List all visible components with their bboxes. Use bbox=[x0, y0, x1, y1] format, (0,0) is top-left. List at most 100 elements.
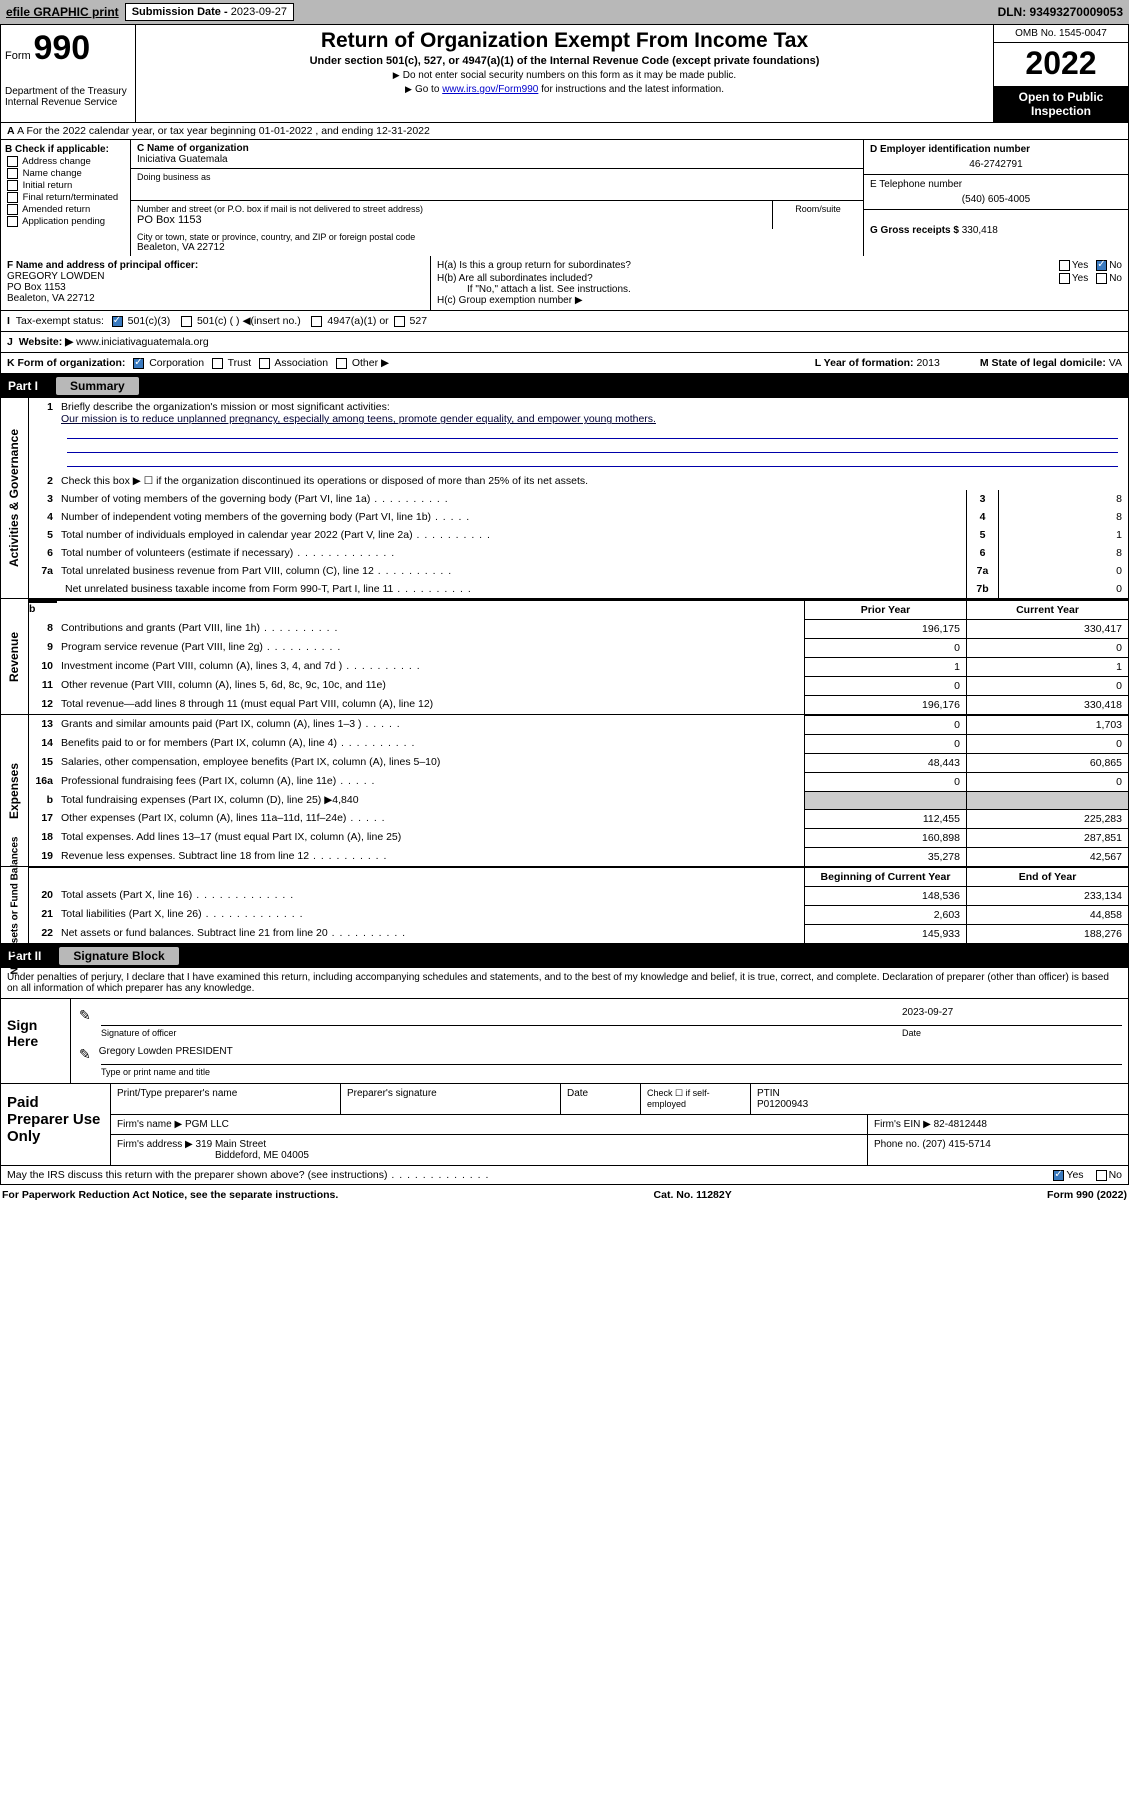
line19-curr: 42,567 bbox=[966, 847, 1128, 866]
line21: Total liabilities (Part X, line 26) bbox=[57, 905, 804, 924]
sign-here-label: Sign Here bbox=[1, 999, 71, 1083]
h-b-no[interactable]: No bbox=[1094, 273, 1122, 284]
irs-label: Internal Revenue Service bbox=[5, 97, 131, 108]
chk-corp[interactable]: Corporation bbox=[131, 357, 204, 369]
dba-label: Doing business as bbox=[137, 172, 857, 182]
org-name-label: C Name of organization bbox=[137, 143, 857, 154]
line2: Check this box ▶ ☐ if the organization d… bbox=[57, 472, 1128, 490]
officer-label: F Name and address of principal officer: bbox=[7, 260, 198, 271]
h-a-label: H(a) Is this a group return for subordin… bbox=[437, 260, 1057, 271]
line7a-val: 0 bbox=[998, 562, 1128, 580]
section-f-h: F Name and address of principal officer:… bbox=[0, 256, 1129, 311]
firm-name-label: Firm's name ▶ bbox=[117, 1119, 182, 1130]
line7a: Total unrelated business revenue from Pa… bbox=[57, 562, 966, 580]
line8: Contributions and grants (Part VIII, lin… bbox=[57, 619, 804, 638]
line9-prior: 0 bbox=[804, 638, 966, 657]
line18-curr: 287,851 bbox=[966, 828, 1128, 847]
declaration-text: Under penalties of perjury, I declare th… bbox=[0, 968, 1129, 999]
discuss-yes[interactable]: Yes bbox=[1051, 1169, 1083, 1181]
line15-curr: 60,865 bbox=[966, 753, 1128, 772]
chk-4947[interactable]: 4947(a)(1) or bbox=[309, 315, 388, 327]
line12-prior: 196,176 bbox=[804, 695, 966, 714]
tel-label: E Telephone number bbox=[870, 179, 1122, 190]
tel-value: (540) 605-4005 bbox=[870, 194, 1122, 205]
bottom-line: For Paperwork Reduction Act Notice, see … bbox=[0, 1185, 1129, 1205]
discuss-no[interactable]: No bbox=[1094, 1169, 1122, 1181]
chk-name-change[interactable]: Name change bbox=[5, 168, 126, 179]
line16a-curr: 0 bbox=[966, 772, 1128, 791]
chk-initial-return[interactable]: Initial return bbox=[5, 180, 126, 191]
form-number: 990 bbox=[33, 29, 90, 67]
officer-addr1: PO Box 1153 bbox=[7, 282, 66, 293]
line18-prior: 160,898 bbox=[804, 828, 966, 847]
hint-ssn: Do not enter social security numbers on … bbox=[140, 70, 989, 81]
prep-sig-hdr: Preparer's signature bbox=[341, 1084, 561, 1114]
pra-notice: For Paperwork Reduction Act Notice, see … bbox=[2, 1189, 338, 1201]
line13-prior: 0 bbox=[804, 715, 966, 734]
net-assets-group: Net Assets or Fund Balances Beginning of… bbox=[0, 867, 1129, 944]
irs-link[interactable]: www.irs.gov/Form990 bbox=[442, 84, 538, 95]
gross-label: G Gross receipts $ bbox=[870, 225, 959, 236]
h-a-no[interactable]: No bbox=[1094, 260, 1122, 271]
line17: Other expenses (Part IX, column (A), lin… bbox=[57, 809, 804, 828]
line21-prior: 2,603 bbox=[804, 905, 966, 924]
paid-preparer-label: Paid Preparer Use Only bbox=[1, 1084, 111, 1165]
line5-val: 1 bbox=[998, 526, 1128, 544]
form-title: Return of Organization Exempt From Incom… bbox=[140, 29, 989, 53]
pen-icon: ✎ bbox=[79, 1007, 91, 1024]
side-label-exp: Expenses bbox=[8, 763, 22, 819]
chk-final-return[interactable]: Final return/terminated bbox=[5, 192, 126, 203]
mission-text: Our mission is to reduce unplanned pregn… bbox=[61, 413, 656, 425]
prep-name-hdr: Print/Type preparer's name bbox=[111, 1084, 341, 1114]
chk-trust[interactable]: Trust bbox=[210, 357, 251, 369]
col-b-checkboxes: B Check if applicable: Address change Na… bbox=[1, 140, 131, 256]
firm-name: PGM LLC bbox=[185, 1119, 229, 1130]
chk-assoc[interactable]: Association bbox=[257, 357, 328, 369]
h-b-yes[interactable]: Yes bbox=[1057, 273, 1088, 284]
chk-501c[interactable]: 501(c) ( ) ◀(insert no.) bbox=[179, 315, 301, 327]
line22-prior: 145,933 bbox=[804, 924, 966, 943]
line17-curr: 225,283 bbox=[966, 809, 1128, 828]
gross-value: 330,418 bbox=[962, 225, 998, 236]
form-header: Form 990 Department of the Treasury Inte… bbox=[0, 24, 1129, 123]
chk-527[interactable]: 527 bbox=[392, 315, 427, 327]
discuss-row: May the IRS discuss this return with the… bbox=[0, 1166, 1129, 1185]
top-bar: efile GRAPHIC print Submission Date - 20… bbox=[0, 0, 1129, 24]
line3-val: 8 bbox=[998, 490, 1128, 508]
h-a-yes[interactable]: Yes bbox=[1057, 260, 1088, 271]
chk-501c3[interactable]: 501(c)(3) bbox=[110, 315, 171, 327]
form-ref: Form 990 (2022) bbox=[1047, 1189, 1127, 1201]
sig-officer-label: Signature of officer bbox=[101, 1028, 902, 1038]
line4-val: 8 bbox=[998, 508, 1128, 526]
line10: Investment income (Part VIII, column (A)… bbox=[57, 657, 804, 676]
beg-year-hdr: Beginning of Current Year bbox=[804, 868, 966, 886]
chk-app-pending[interactable]: Application pending bbox=[5, 216, 126, 227]
line3: Number of voting members of the governin… bbox=[57, 490, 966, 508]
line19: Revenue less expenses. Subtract line 18 … bbox=[57, 847, 804, 866]
line12-curr: 330,418 bbox=[966, 695, 1128, 714]
line16b: Total fundraising expenses (Part IX, col… bbox=[57, 791, 804, 809]
dept-treasury: Department of the Treasury bbox=[5, 86, 131, 97]
pen-icon-2: ✎ bbox=[79, 1046, 91, 1063]
line9-curr: 0 bbox=[966, 638, 1128, 657]
line12: Total revenue—add lines 8 through 11 (mu… bbox=[57, 695, 804, 714]
activities-governance-group: Activities & Governance 1 Briefly descri… bbox=[0, 398, 1129, 599]
entity-block: B Check if applicable: Address change Na… bbox=[0, 140, 1129, 256]
efile-link[interactable]: efile GRAPHIC print bbox=[6, 5, 119, 19]
h-b-label: H(b) Are all subordinates included? bbox=[437, 273, 1057, 284]
form-label: Form bbox=[5, 50, 31, 62]
addr-label: Number and street (or P.O. box if mail i… bbox=[137, 204, 766, 214]
line14-prior: 0 bbox=[804, 734, 966, 753]
firm-ein-label: Firm's EIN ▶ bbox=[874, 1119, 931, 1130]
dln: DLN: 93493270009053 bbox=[998, 5, 1123, 19]
line6-val: 8 bbox=[998, 544, 1128, 562]
line14-curr: 0 bbox=[966, 734, 1128, 753]
firm-phone: (207) 415-5714 bbox=[922, 1139, 990, 1150]
line5: Total number of individuals employed in … bbox=[57, 526, 966, 544]
line22-curr: 188,276 bbox=[966, 924, 1128, 943]
state-domicile: VA bbox=[1109, 357, 1122, 369]
side-label-net: Net Assets or Fund Balances bbox=[9, 836, 20, 974]
chk-amended[interactable]: Amended return bbox=[5, 204, 126, 215]
chk-other[interactable]: Other ▶ bbox=[334, 357, 389, 369]
chk-address-change[interactable]: Address change bbox=[5, 156, 126, 167]
